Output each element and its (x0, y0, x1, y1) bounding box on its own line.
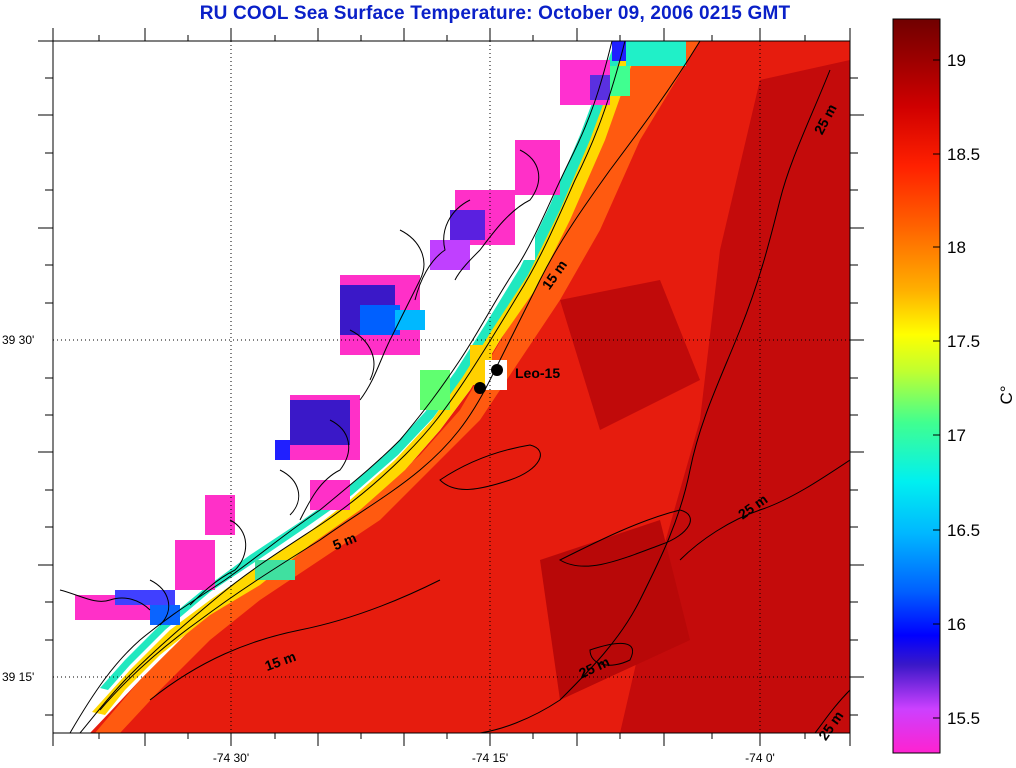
graticule (53, 41, 850, 733)
colorbar-tick-label: 16 (947, 615, 966, 634)
contour-shoal (439, 444, 541, 490)
contour-25m (479, 69, 831, 733)
lat-tick-label: 39 30' (2, 333, 34, 347)
bay-pixel (175, 540, 215, 590)
tick-marks (38, 28, 864, 746)
backbay-outline (414, 149, 540, 301)
colorbar-tick-label: 17.5 (947, 332, 980, 351)
map-title: RU COOL Sea Surface Temperature: October… (199, 3, 791, 24)
contour-5m (79, 41, 626, 733)
colorbar-tick-label: 18.5 (947, 145, 980, 164)
station-label: Leo-15 (515, 365, 560, 381)
bay-pixel (590, 75, 610, 100)
ocean-orange-band (95, 41, 700, 733)
station-marker[interactable] (474, 382, 486, 394)
contour-shoal (589, 642, 633, 666)
bay-pixel (450, 210, 485, 240)
contour-shoal (558, 509, 691, 567)
backbay-outline (279, 419, 350, 521)
bay-pixel (150, 605, 180, 625)
ocean-hot-patch (620, 60, 850, 733)
contour-25m-se (814, 689, 850, 733)
no-data-area (515, 225, 535, 260)
backbay-outline (59, 519, 247, 626)
backbay-outline (349, 229, 425, 401)
bay-pixel (430, 240, 470, 270)
lon-tick-label: -74 30' (213, 751, 249, 765)
colorbar-ticks (933, 59, 940, 719)
colorbar-tick-label: 16.5 (947, 521, 980, 540)
bay-pixel (275, 440, 290, 460)
colorbar-tick-label: 15.5 (947, 709, 980, 728)
colorbar-unit: C° (997, 385, 1016, 404)
colorbar-tick-label: 18 (947, 238, 966, 257)
map-frame (52, 40, 851, 734)
bay-pixel (115, 590, 175, 605)
ocean-hot-patch (560, 280, 700, 430)
shoreline (69, 41, 613, 733)
lon-tick-label: -74 0' (745, 751, 775, 765)
bay-pixel (290, 400, 350, 445)
coastal-cyan-block (626, 41, 686, 66)
coastal-green-block (420, 370, 450, 410)
station-marker[interactable] (491, 364, 503, 376)
colorbar (892, 18, 941, 754)
colorbar-tick-label: 17 (947, 426, 966, 445)
bay-pixel (205, 495, 235, 535)
bathymetry-contours (59, 41, 850, 733)
contour-15m-south (149, 579, 441, 701)
contour-15m (99, 41, 701, 711)
lon-tick-label: -74 15' (472, 751, 508, 765)
ocean-hot-patch (540, 520, 690, 700)
lat-tick-label: 39 15' (2, 670, 34, 684)
sst-raster (75, 41, 850, 733)
bay-pixel (612, 41, 626, 61)
colorbar-tick-label: 19 (947, 51, 966, 70)
bay-pixel (360, 305, 400, 335)
bay-pixel (310, 480, 350, 510)
